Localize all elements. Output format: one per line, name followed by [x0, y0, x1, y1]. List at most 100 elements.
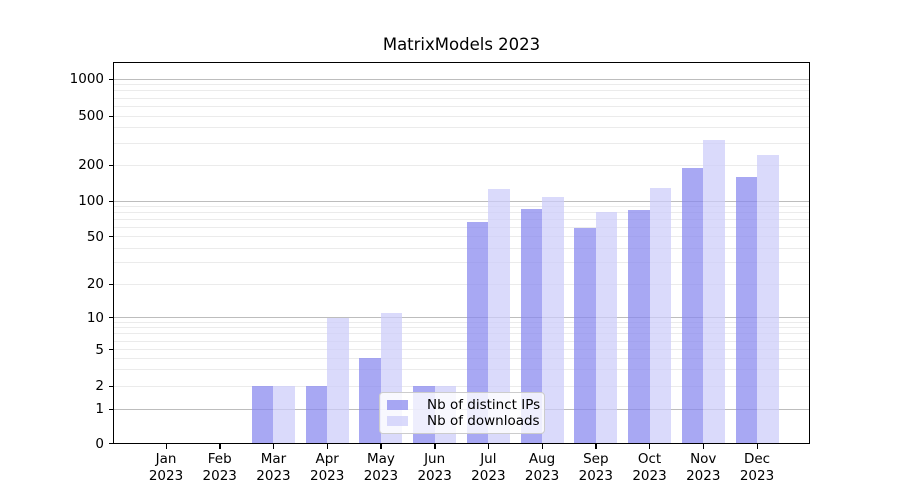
x-tick-mark	[380, 444, 382, 449]
x-tick-month: Jun	[424, 451, 446, 467]
x-tick-month: Aug	[528, 451, 556, 467]
x-tick-label-apr: Apr 2023	[287, 451, 367, 484]
y-tick-mark	[109, 78, 113, 80]
legend-label-distinct-ips: Nb of distinct IPs	[427, 397, 541, 413]
y-tick-mark	[109, 385, 113, 387]
y-tick-label: 2	[95, 378, 104, 394]
bar-distinct-ips-aug	[520, 209, 543, 443]
x-tick-month: Oct	[637, 451, 662, 467]
x-tick-month: Mar	[260, 451, 287, 467]
x-tick-year: 2023	[256, 467, 291, 484]
x-tick-label-jan: Jan 2023	[126, 451, 206, 484]
x-tick-year: 2023	[739, 467, 775, 484]
bar-distinct-ips-apr	[305, 386, 328, 443]
x-tick-label-oct: Oct 2023	[610, 451, 690, 484]
gridline-minor	[114, 333, 809, 335]
x-tick-label-jun: Jun 2023	[395, 451, 475, 484]
x-tick-mark	[702, 444, 705, 449]
plot-area: Nb of distinct IPs Nb of downloads	[113, 62, 810, 444]
x-tick-year: 2023	[202, 467, 237, 484]
gridline-minor	[114, 205, 809, 207]
gridline-minor	[114, 84, 809, 86]
x-tick-year: 2023	[148, 467, 184, 484]
y-tick-mark	[109, 408, 113, 410]
gridline-minor	[114, 369, 809, 371]
gridline-minor	[114, 236, 809, 237]
x-tick-month: Jul	[480, 451, 497, 467]
y-tick-label: 0	[95, 435, 104, 452]
y-tick-label: 50	[86, 228, 104, 245]
x-tick-label-mar: Mar 2023	[233, 451, 313, 484]
bar-distinct-ips-nov	[681, 167, 704, 443]
y-tick-label: 10	[86, 309, 104, 326]
x-tick-label-nov: Nov 2023	[663, 451, 743, 484]
y-tick-label: 100	[78, 193, 104, 209]
y-tick-mark	[109, 236, 113, 238]
x-tick-year: 2023	[417, 467, 452, 484]
gridline-minor	[114, 247, 809, 249]
gridline-minor	[114, 90, 809, 92]
legend-swatch-distinct-ips-icon	[387, 400, 408, 410]
bar-downloads-apr	[327, 317, 349, 443]
x-tick-year: 2023	[524, 467, 560, 484]
x-tick-mark	[219, 444, 221, 449]
x-tick-year: 2023	[578, 467, 613, 484]
x-tick-month: Feb	[207, 451, 232, 467]
y-tick-mark	[109, 115, 113, 117]
x-tick-month: Dec	[743, 451, 771, 467]
bar-downloads-nov	[703, 139, 725, 443]
bar-distinct-ips-dec	[735, 177, 757, 443]
gridline-minor	[114, 115, 809, 117]
legend-swatch-downloads-icon	[387, 416, 408, 426]
y-tick-mark	[109, 200, 113, 202]
x-tick-label-aug: Aug 2023	[502, 451, 582, 484]
bar-downloads-dec	[757, 155, 779, 443]
gridline-minor	[114, 164, 809, 166]
x-tick-mark	[649, 444, 651, 449]
x-tick-month: Sep	[583, 451, 609, 467]
bar-downloads-oct	[649, 188, 672, 443]
chart-title: MatrixModels 2023	[382, 35, 541, 54]
x-tick-mark	[595, 444, 597, 449]
y-tick-mark	[109, 317, 113, 319]
y-tick-mark	[109, 164, 113, 166]
y-tick-label: 20	[86, 276, 104, 292]
gridline-major	[114, 317, 809, 318]
x-tick-year: 2023	[363, 467, 399, 484]
gridline-minor	[114, 105, 809, 107]
x-tick-month: May	[366, 451, 395, 467]
bar-downloads-aug	[542, 197, 564, 443]
x-tick-mark	[326, 444, 329, 449]
y-tick-label: 1000	[69, 71, 104, 87]
gridline-minor	[114, 349, 809, 350]
gridline-minor	[114, 211, 809, 213]
gridline-minor	[114, 218, 809, 220]
x-tick-label-jul: Jul 2023	[448, 451, 528, 484]
bar-distinct-ips-sep	[574, 228, 596, 443]
gridline-minor	[114, 127, 809, 129]
gridline-minor	[114, 97, 809, 99]
bar-distinct-ips-jul	[466, 221, 489, 443]
gridline-minor	[114, 357, 809, 359]
gridline-minor	[114, 142, 809, 144]
bar-distinct-ips-may	[359, 358, 381, 443]
x-tick-mark	[487, 444, 490, 449]
y-tick-mark	[109, 349, 113, 351]
x-tick-mark	[541, 444, 543, 449]
x-tick-year: 2023	[632, 467, 667, 484]
x-tick-label-feb: Feb 2023	[180, 451, 260, 484]
x-tick-year: 2023	[309, 467, 345, 484]
gridline-minor	[114, 321, 809, 323]
y-tick-label: 5	[95, 341, 104, 358]
gridline-minor	[114, 283, 809, 285]
gridline-major	[114, 78, 809, 80]
x-tick-month: Jan	[155, 451, 177, 467]
x-tick-year: 2023	[471, 467, 506, 484]
x-tick-month: Apr	[315, 451, 339, 467]
gridline-minor	[114, 340, 809, 342]
x-tick-label-sep: Sep 2023	[556, 451, 636, 484]
gridline-minor	[114, 327, 809, 329]
bar-distinct-ips-oct	[628, 209, 650, 443]
legend-item-distinct-ips: Nb of distinct IPs	[387, 397, 541, 413]
legend-label-downloads: Nb of downloads	[427, 413, 540, 429]
